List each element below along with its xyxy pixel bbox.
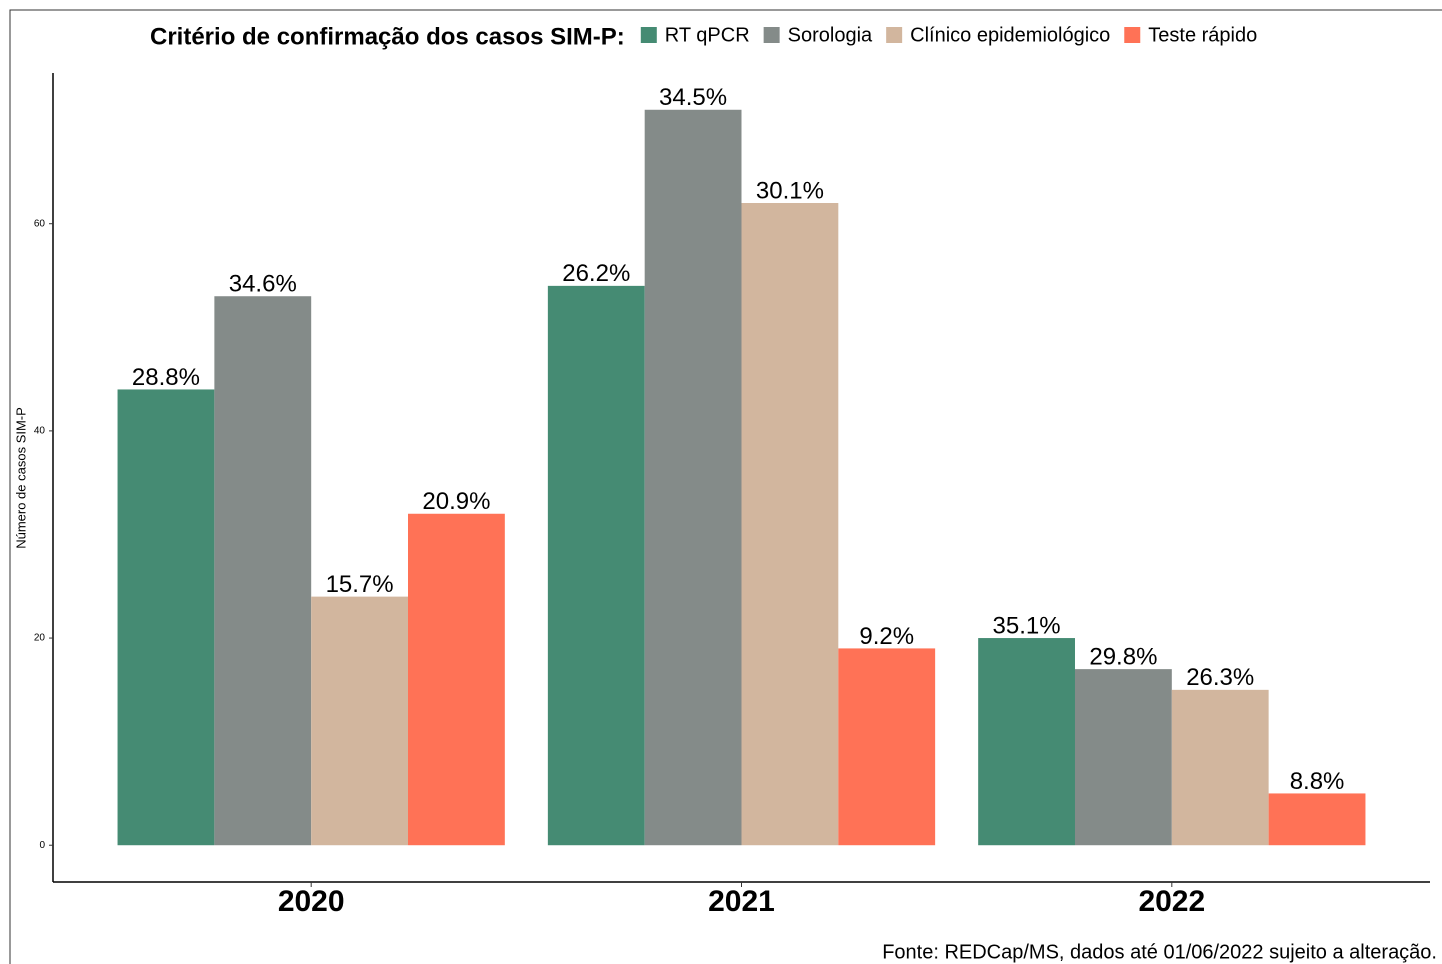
legend-swatch <box>1124 27 1141 43</box>
legend-label: Sorologia <box>788 24 873 46</box>
bar <box>741 202 839 846</box>
y-tick-label: 40 <box>34 426 46 437</box>
frame <box>9 9 1442 964</box>
legend-swatch <box>763 27 780 43</box>
bar <box>644 109 742 846</box>
data-label: 34.6% <box>229 271 297 298</box>
data-label: 30.1% <box>756 177 824 204</box>
legend-swatch <box>886 27 903 43</box>
bar <box>547 285 645 846</box>
data-label: 20.9% <box>422 488 490 515</box>
data-label: 26.2% <box>562 260 630 287</box>
bar <box>1171 689 1269 846</box>
legend-swatch <box>640 27 657 43</box>
data-label: 8.8% <box>1290 768 1345 795</box>
data-label: 34.5% <box>659 84 727 111</box>
data-label: 29.8% <box>1089 643 1157 670</box>
y-tick-label: 20 <box>34 633 46 644</box>
y-tick-label: 0 <box>39 840 45 851</box>
data-label: 28.8% <box>132 364 200 391</box>
bar <box>311 596 409 846</box>
data-label: 26.3% <box>1186 664 1254 691</box>
legend-label: Teste rápido <box>1148 24 1257 46</box>
bar <box>838 648 936 846</box>
bar <box>408 513 505 846</box>
legend-label: RT qPCR <box>665 24 750 46</box>
x-tick-label: 2021 <box>708 885 775 918</box>
legend-label: Clínico epidemiológico <box>910 24 1110 46</box>
data-label: 35.1% <box>993 612 1061 639</box>
bar <box>117 389 215 846</box>
caption: Fonte: REDCap/MS, dados até 01/06/2022 s… <box>882 941 1437 963</box>
y-tick-label: 60 <box>34 218 46 229</box>
data-label: 15.7% <box>326 571 394 598</box>
bar <box>1074 669 1172 846</box>
x-tick-label: 2020 <box>278 885 345 918</box>
bar <box>978 638 1075 846</box>
bar <box>214 296 312 846</box>
data-label: 9.2% <box>859 623 914 650</box>
bar <box>1268 793 1366 846</box>
y-axis-label: Número de casos SIM-P <box>13 407 28 549</box>
chart-title: Critério de confirmação dos casos SIM-P: <box>150 23 625 50</box>
x-tick-label: 2022 <box>1138 885 1205 918</box>
